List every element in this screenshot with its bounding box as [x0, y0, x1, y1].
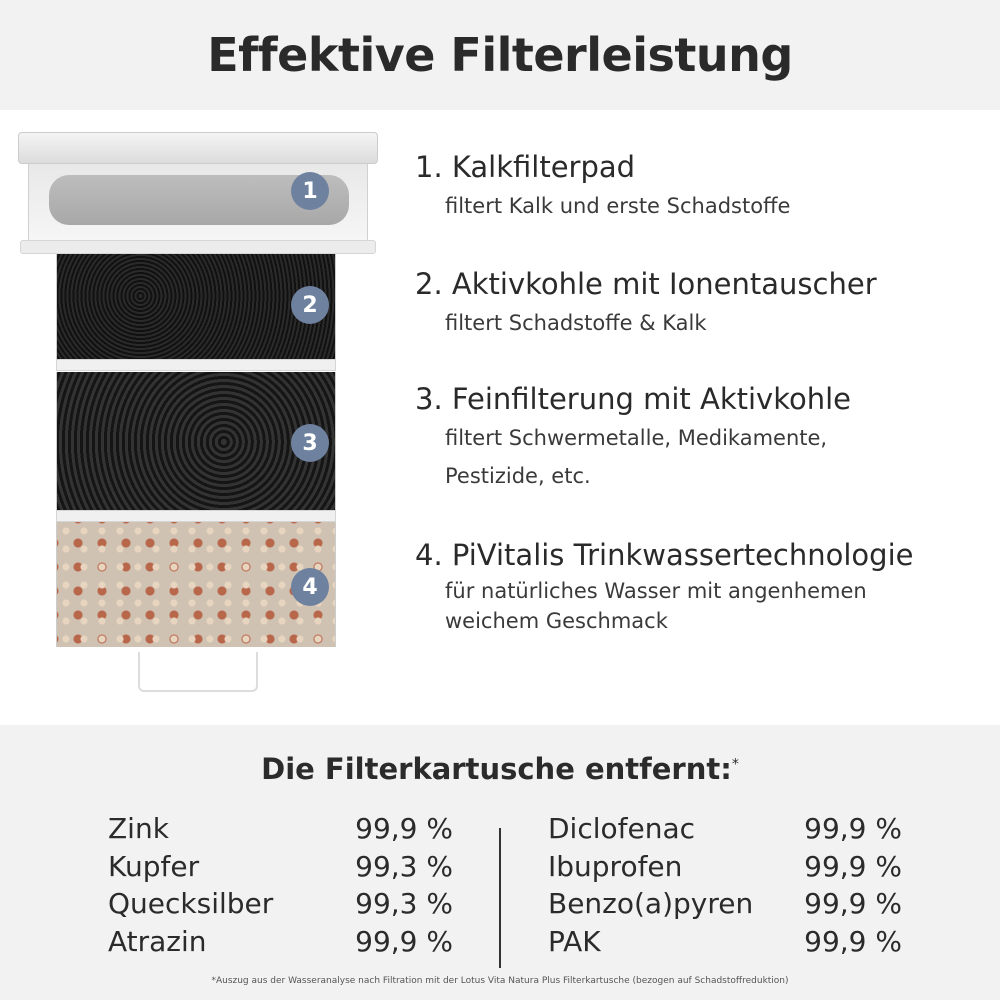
layer-item: 3. Feinfilterung mit Aktivkohle filtert … [415, 382, 852, 488]
layer-item: 2. Aktivkohle mit Ionentauscher filtert … [415, 267, 877, 335]
page-title: Effektive Filterleistung [207, 28, 793, 82]
removal-heading: Die Filterkartusche entfernt:* [261, 752, 739, 786]
aktivkohle-layer [56, 254, 336, 359]
removal-row: Zink 99,9 % [108, 812, 453, 845]
layer-badge: 2 [291, 286, 329, 324]
layer-badge: 1 [291, 172, 329, 210]
removal-row: Quecksilber 99,3 % [108, 887, 453, 920]
layer-item: 4. PiVitalis Trinkwassertechnologie für … [415, 538, 914, 633]
removal-row: Benzo(a)pyren 99,9 % [548, 887, 902, 920]
removal-list-right: Diclofenac 99,9 % Ibuprofen 99,9 % Benzo(a… [548, 810, 902, 960]
mineral-layer [56, 522, 336, 647]
layer-item: 1. Kalkfilterpad filtert Kalk und erste … [415, 150, 791, 218]
removal-row: Kupfer 99,3 % [108, 849, 453, 883]
removal-row: Atrazin 99,9 % [108, 924, 453, 958]
filter-cartridge-image: 1 2 3 4 [18, 132, 380, 697]
removal-list-left: Zink 99,9 % Kupfer 99,3 % Quecksilber 99,3 … [108, 810, 453, 960]
feinfilter-layer [56, 372, 336, 512]
cartridge-foot [138, 652, 258, 692]
removal-row: Ibuprofen 99,9 % [548, 849, 902, 883]
removal-row: PAK 99,9 % [548, 924, 902, 958]
header-band: Effektive Filterleistung [0, 0, 1000, 110]
layer-badge: 3 [291, 424, 329, 462]
column-divider [499, 828, 501, 968]
footnote: *Auszug aus der Wasseranalyse nach Filtr… [211, 976, 789, 986]
removal-row: Diclofenac 99,9 % [548, 812, 902, 845]
layer-badge: 4 [291, 568, 329, 606]
cartridge-lid [18, 132, 378, 164]
